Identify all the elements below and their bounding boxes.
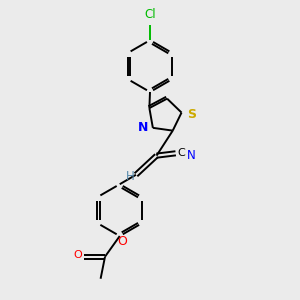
Text: S: S xyxy=(187,108,196,121)
Text: O: O xyxy=(117,235,127,248)
Text: N: N xyxy=(137,121,148,134)
Text: C: C xyxy=(177,148,185,158)
Text: H: H xyxy=(126,170,134,183)
Text: Cl: Cl xyxy=(144,8,156,21)
Text: O: O xyxy=(73,250,82,260)
Text: N: N xyxy=(187,149,196,162)
